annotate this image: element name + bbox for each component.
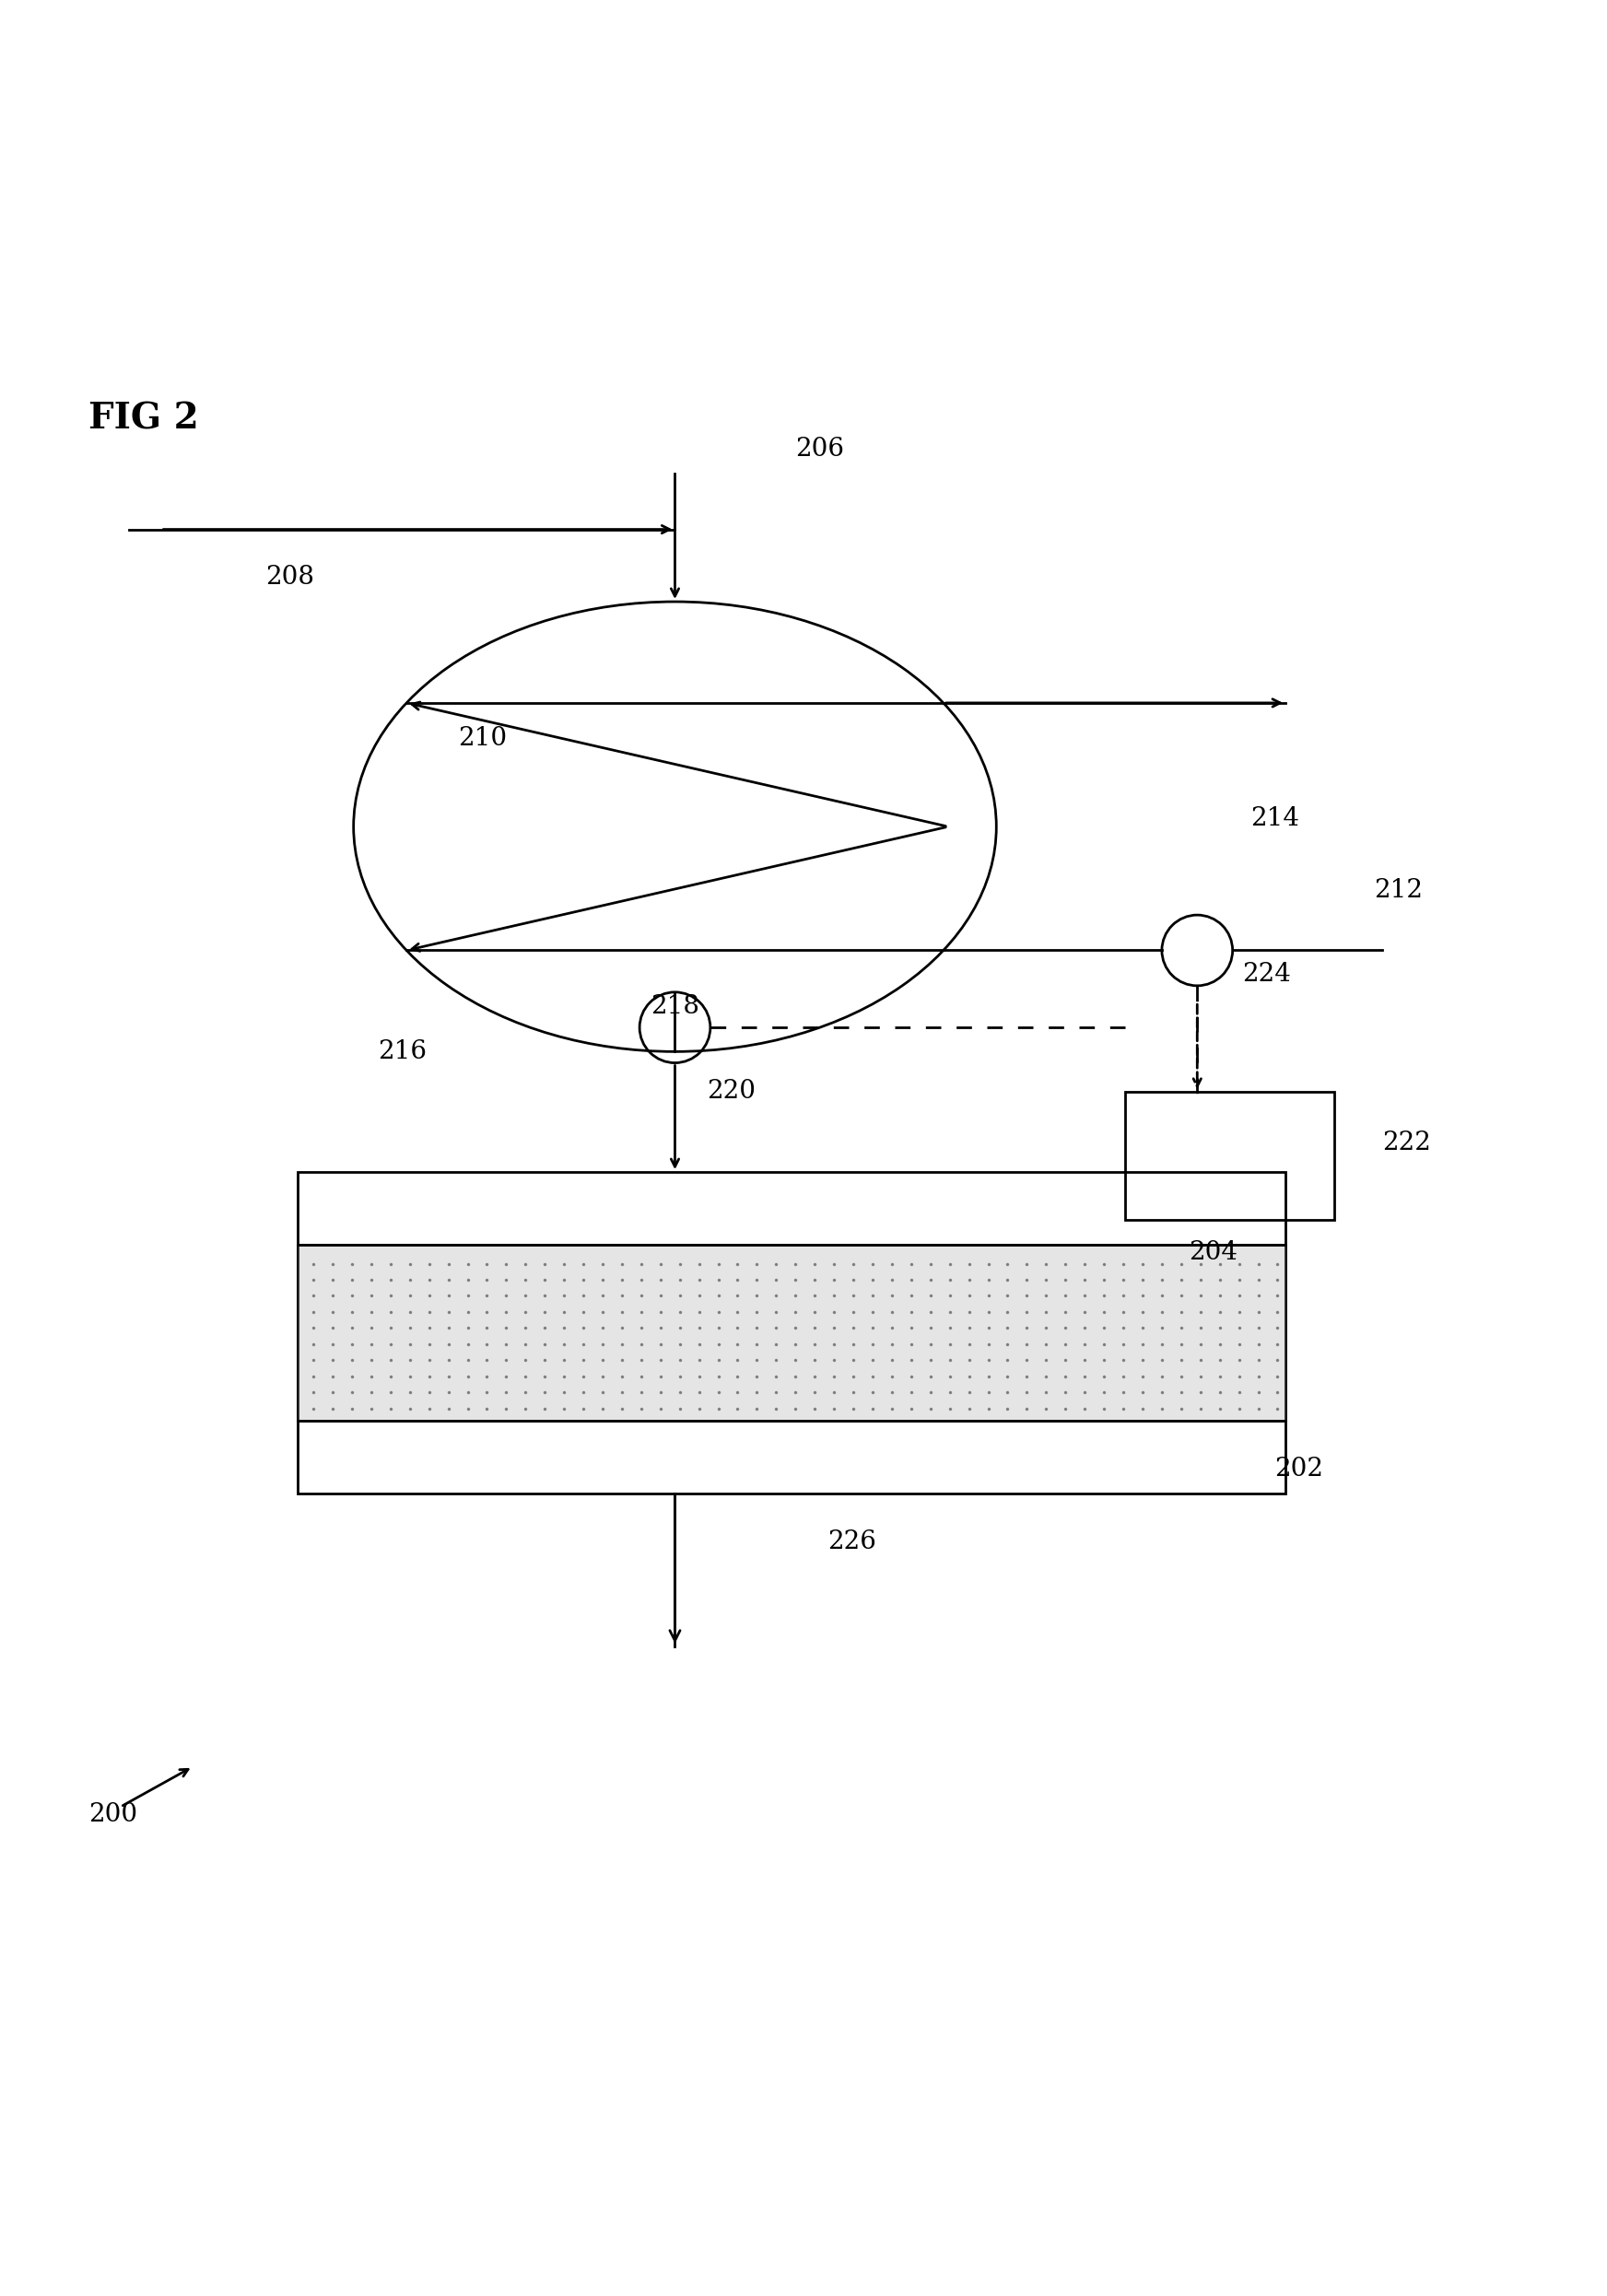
Text: FIG 2: FIG 2	[88, 402, 199, 436]
Text: 222: 222	[1382, 1130, 1430, 1155]
Text: 224: 224	[1242, 962, 1290, 987]
Text: 204: 204	[1189, 1240, 1237, 1265]
Text: 226: 226	[828, 1529, 876, 1554]
Text: 212: 212	[1374, 879, 1422, 902]
Text: 208: 208	[265, 565, 313, 590]
FancyBboxPatch shape	[297, 1244, 1286, 1421]
Text: 202: 202	[1274, 1458, 1323, 1481]
Text: 206: 206	[795, 436, 844, 461]
Text: 216: 216	[378, 1040, 426, 1063]
Text: 210: 210	[458, 726, 506, 751]
Text: 214: 214	[1250, 806, 1298, 831]
Text: 200: 200	[88, 1802, 137, 1828]
Text: 218: 218	[651, 994, 699, 1019]
Text: 220: 220	[707, 1079, 755, 1104]
